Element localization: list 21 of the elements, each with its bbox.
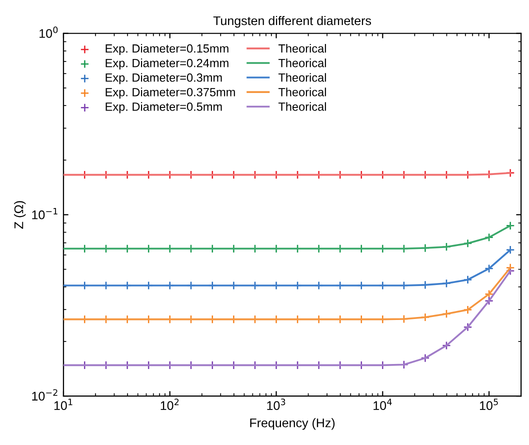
x-tick-label: 10$^{2}$ [160, 398, 179, 410]
x-tick-label: 10$^{1}$ [54, 398, 72, 410]
y-tick-label: 10$^{−2}$ [32, 389, 58, 401]
legend-label: Theorical [278, 102, 326, 111]
legend-label: Exp. Diameter=0.5mm [106, 102, 222, 114]
y-axis-title: Z (Ω) [14, 201, 26, 229]
legend-label: Theorical [278, 44, 326, 53]
x-tick-label: 10$^{5}$ [480, 398, 498, 410]
x-tick-label: 10$^{4}$ [374, 398, 392, 410]
legend-label: Exp. Diameter=0.3mm [106, 73, 222, 84]
x-tick-label: 10$^{3}$ [267, 398, 286, 410]
legend-label: Exp. Diameter=0.24mm [106, 58, 228, 70]
legend-label: Theorical [278, 73, 326, 82]
x-axis-title: Frequency (Hz) [250, 418, 335, 430]
y-tick-label: 10$^{−1}$ [32, 208, 58, 220]
legend-label: Theorical [278, 88, 326, 96]
legend-label: Exp. Diameter=0.375mm [106, 88, 235, 99]
y-tick-label: 10$^{0}$ [40, 26, 58, 38]
legend-label: Exp. Diameter=0.15mm [106, 44, 228, 56]
legend-label: Theorical [278, 58, 326, 68]
chart-title: Tungsten different diameters [213, 16, 372, 28]
